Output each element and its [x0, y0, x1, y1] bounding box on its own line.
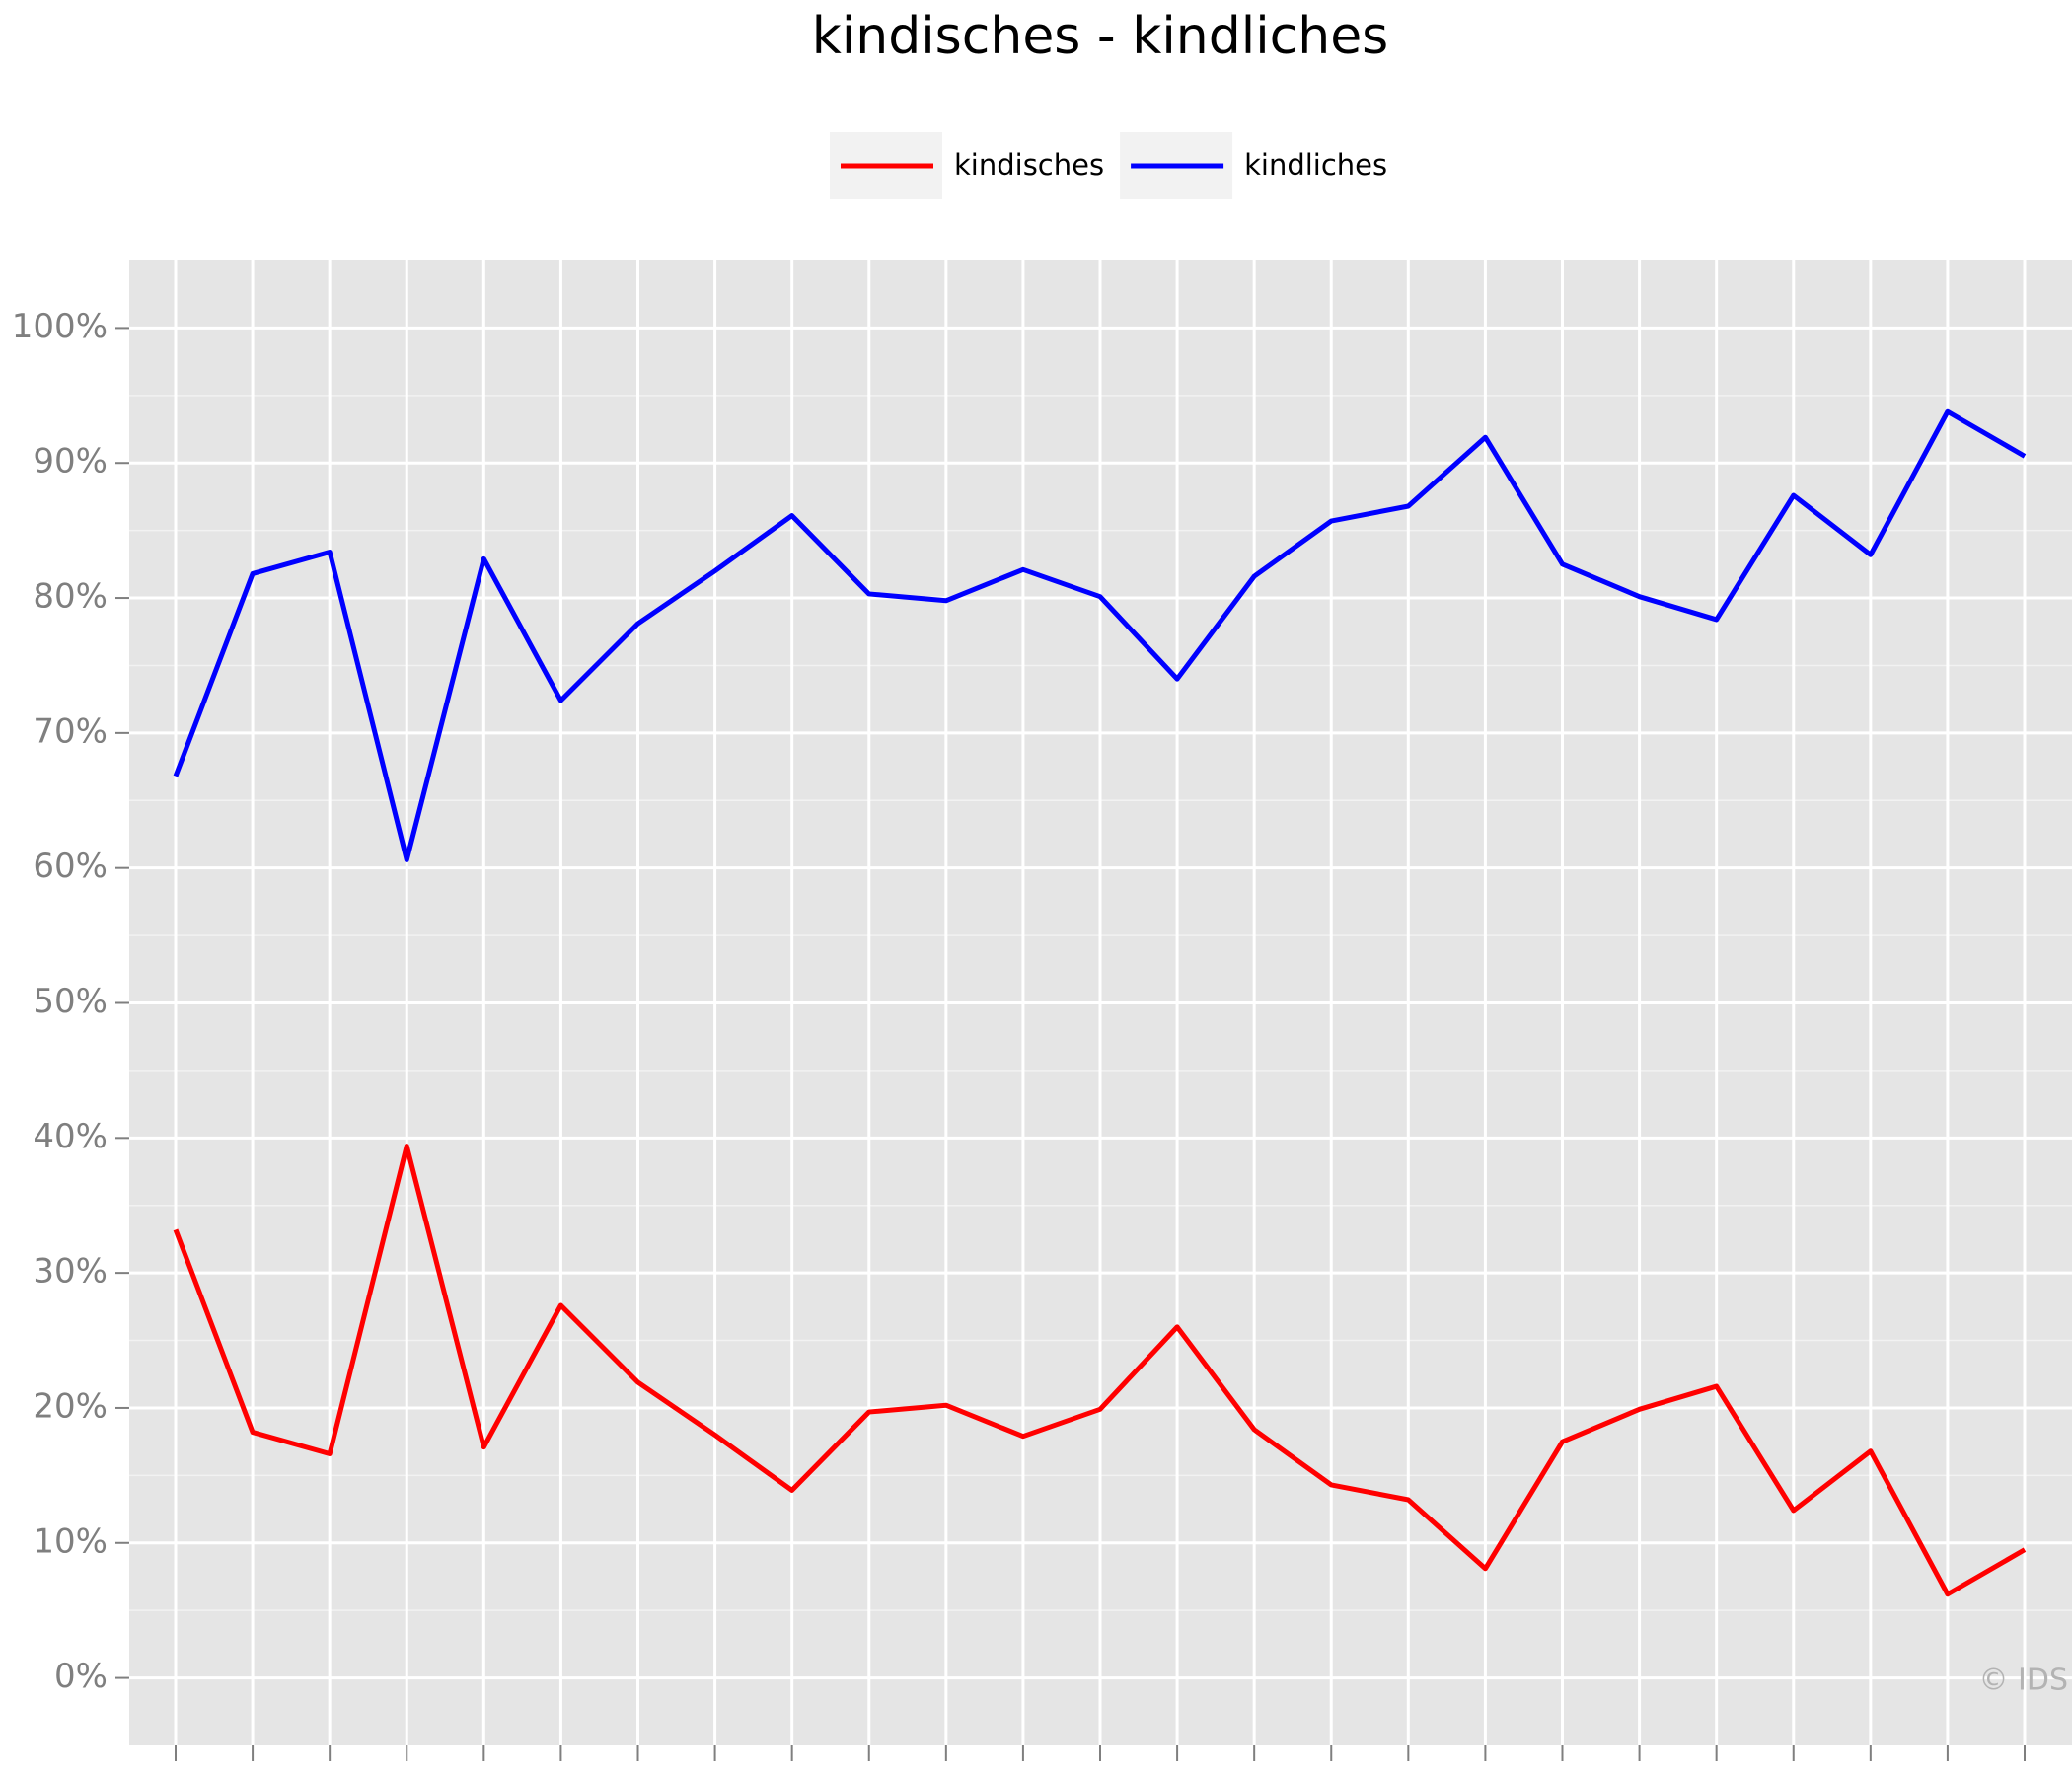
legend-label: kindliches [1244, 148, 1387, 182]
line-series [173, 408, 2027, 862]
legend-label: kindisches [954, 148, 1104, 182]
y-tick-label: 20% [33, 1386, 108, 1426]
y-tick-label: 40% [33, 1117, 108, 1156]
y-tick-label: 90% [33, 442, 108, 481]
y-tick-label: 50% [33, 982, 108, 1021]
line-series [173, 1144, 2027, 1597]
y-tick-label: 30% [33, 1252, 108, 1292]
y-tick-label: 10% [33, 1521, 108, 1561]
y-tick-label: 0% [54, 1657, 108, 1696]
chart-title: kindisches - kindliches [812, 7, 1389, 66]
y-tick-label: 80% [33, 577, 108, 617]
annotation: © IDS [1978, 1664, 2068, 1698]
y-tick-label: 70% [33, 711, 108, 751]
y-tick-label: 100% [12, 307, 108, 346]
y-tick-label: 60% [33, 847, 108, 886]
